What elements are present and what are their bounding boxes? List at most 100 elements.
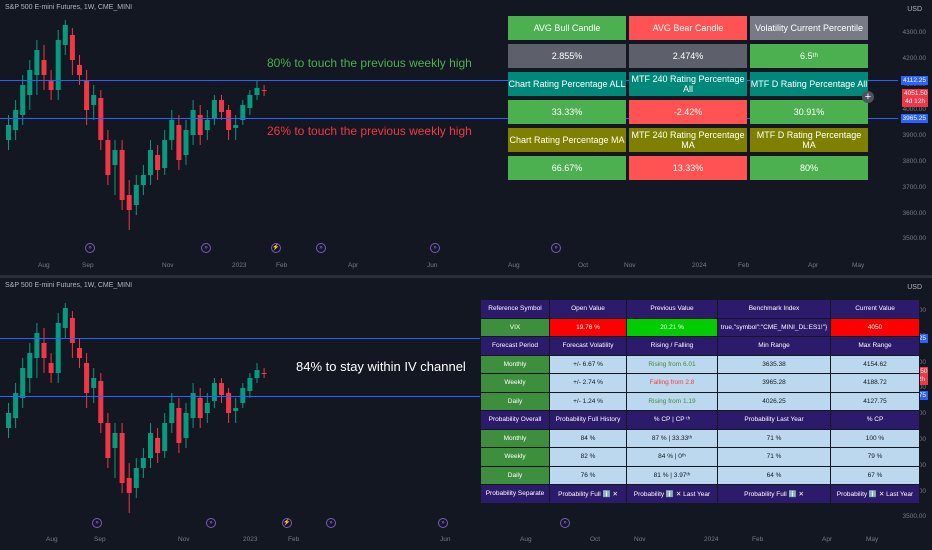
dividend-event-icon[interactable]: » [85,243,95,253]
symbol-title[interactable]: S&P 500 E-mini Futures, 1W, CME_MINI [5,4,133,11]
table-footer: Probability ℹ️ ✕ Last Year [830,484,920,504]
table-header: Current Value [830,299,920,319]
top-chart-panel[interactable]: S&P 500 E-mini Futures, 1W, CME_MINI USD… [0,0,932,275]
reference-cell: VIX [480,317,550,337]
forecast-cell: Daily [480,391,550,411]
time-label: Aug [46,536,58,543]
time-label: Feb [288,536,300,543]
forecast-cell: +/- 1.24 % [549,391,627,411]
dividend-event-icon[interactable]: » [551,243,561,253]
candle-body [112,150,118,165]
time-label: May [866,536,879,543]
stats-cell: -2.42% [629,98,747,126]
time-label: 2023 [232,262,247,269]
stats-cell: MTF 240 Rating Percentage All [629,70,747,98]
candle-body [77,65,82,75]
candle-body [34,50,40,75]
candle-body [48,363,54,373]
bottom-candles [6,303,267,513]
reference-cell: 19.76 % [549,317,627,337]
price-tick: 3700.00 [902,183,927,191]
forecast-cell: 3635.38 [717,354,831,374]
time-label: 2024 [704,536,719,543]
split-event-icon[interactable]: ⚡ [282,518,292,528]
price-tick: 4000.00 [902,106,927,114]
candle-body [197,115,203,135]
split-event-icon[interactable]: ⚡ [271,243,281,253]
time-label: Aug [520,536,532,543]
forecast-cell: +/- 2.74 % [549,373,627,393]
stats-cell: 2.474% [629,42,747,70]
stats-cell: MTF D Rating Percentage MA [750,126,868,154]
candle-body [204,403,210,413]
time-label: Feb [738,262,750,269]
forecast-cell: 3965.28 [717,373,831,393]
probability-cell: 81 % | 3.97ᵗʰ [626,465,718,485]
bottom-chart-panel[interactable]: S&P 500 E-mini Futures, 1W, CME_MINI USD… [0,278,932,550]
table-header: Probability Full History [549,410,627,430]
reference-cell: 20.21 % [626,317,718,337]
candle-body [27,70,33,95]
price-tick: 4200.00 [902,54,927,62]
candle-body [84,80,90,110]
time-label: Sep [82,262,94,269]
forecast-cell: Falling from 2.8 [626,373,718,393]
forecast-cell: 4154.62 [830,354,920,374]
candle-body [119,150,125,200]
dividend-event-icon[interactable]: » [438,518,448,528]
table-header: Previous Value [626,299,718,319]
candle-body [226,393,232,413]
stats-cell: AVG Bear Candle [629,14,747,42]
stats-cell: 33.33% [508,98,626,126]
dividend-event-icon[interactable]: » [560,518,570,528]
price-tick: 3800.00 [902,158,927,165]
probability-cell: 79 % [830,447,920,467]
candle-body [119,433,125,483]
candle-body [261,90,267,91]
candle-body [233,125,239,128]
probability-cell: 84 % [549,428,627,448]
currency-label: USD [907,6,922,13]
dividend-event-icon[interactable]: » [92,518,102,528]
candle-body [55,40,61,90]
candle-body [77,348,82,358]
time-label: Sep [94,536,106,543]
stats-cell: MTF 240 Rating Percentage MA [629,126,747,154]
dividend-event-icon[interactable]: » [316,243,326,253]
top-candles [6,20,267,230]
time-label: Oct [590,536,601,543]
price-tick: 3900.00 [902,132,927,140]
dividend-event-icon[interactable]: » [326,518,336,528]
forecast-cell: 4188.72 [830,373,920,393]
probability-cell: 76 % [549,465,627,485]
candle-body [219,100,224,112]
stats-cell: 2.855% [508,42,626,70]
table-header: Rising / Falling [626,336,718,356]
forecast-cell: 4026.25 [717,391,831,411]
forecast-cell: Rising from 6.01 [626,354,718,374]
candle-body [254,88,260,95]
pane-separator[interactable] [0,275,932,278]
dividend-event-icon[interactable]: » [430,243,440,253]
candle-body [126,478,132,493]
reference-cell: 4050 [830,317,920,337]
time-label: Aug [508,262,520,269]
time-label: Oct [578,262,589,269]
stats-cell: Chart Rating Percentage ALL [508,70,626,98]
candle-body [27,353,33,378]
add-icon[interactable]: + [862,91,874,103]
table-header: Forecast Volatility [549,336,627,356]
candle-body [105,140,111,175]
table-footer: Probability Full ℹ️ ✕ [717,484,831,504]
candle-body [169,120,175,140]
probability-cell: Weekly [480,447,550,467]
currency-label: USD [907,284,922,291]
symbol-title[interactable]: S&P 500 E-mini Futures, 1W, CME_MINI [5,282,133,289]
dividend-event-icon[interactable]: » [201,243,211,253]
candle-body [41,343,47,358]
price-tick: 4300.00 [902,29,927,36]
time-label: Aug [38,262,50,269]
candle-body [183,130,189,155]
dividend-event-icon[interactable]: » [206,518,216,528]
candle-body [261,373,267,374]
